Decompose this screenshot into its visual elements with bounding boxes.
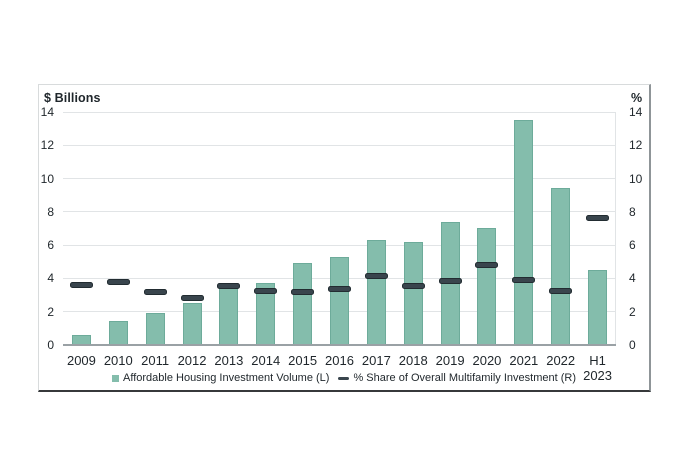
legend: Affordable Housing Investment Volume (L)…: [39, 372, 649, 385]
dash-marker-2019: [438, 277, 462, 284]
x-tick-2021: 2021: [509, 353, 539, 368]
right-tick-4: 4: [629, 271, 636, 286]
left-tick-6: 6: [47, 238, 54, 253]
bar-2010: [108, 320, 128, 345]
legend-item-share: % Share of Overall Multifamily Investmen…: [338, 372, 576, 385]
dash-marker-2012: [180, 294, 204, 301]
bar-2011: [145, 313, 165, 345]
right-tick-8: 8: [629, 204, 636, 219]
bar-2017: [366, 240, 386, 345]
right-axis-title: %: [631, 91, 643, 105]
dash-marker-2021: [512, 277, 536, 284]
legend-item-volume: Affordable Housing Investment Volume (L): [112, 372, 329, 385]
left-tick-4: 4: [47, 271, 54, 286]
x-tick-2019: 2019: [435, 353, 465, 368]
bar-2022: [551, 187, 571, 345]
dash-marker-H1-2023: [586, 214, 610, 221]
bar-2009: [71, 335, 91, 345]
x-tick-2018: 2018: [398, 353, 428, 368]
gridline-14: [63, 111, 616, 113]
left-tick-14: 14: [40, 105, 54, 119]
plot-area: 0 2 4 6 8 10 12 14 0 2 4 6 8 10 12 14 2009 2010 2011 2012 20…: [41, 105, 643, 382]
left-axis-title: $ Billions: [44, 91, 101, 105]
x-tick-2012: 2012: [177, 353, 207, 368]
left-tick-2: 2: [47, 304, 54, 319]
x-tick-2010: 2010: [103, 353, 133, 368]
legend-label-volume: Affordable Housing Investment Volume (L): [123, 372, 330, 384]
left-tick-0: 0: [47, 338, 54, 352]
left-tick-8: 8: [47, 204, 54, 219]
bar-2018: [403, 241, 423, 345]
bar-2012: [182, 302, 202, 345]
right-tick-2: 2: [629, 304, 636, 319]
x-tick-2015: 2015: [288, 353, 318, 368]
x-tick-2017: 2017: [361, 353, 391, 368]
gridline-6: [63, 244, 616, 246]
bar-swatch-icon: [112, 375, 119, 382]
x-tick-2016: 2016: [325, 353, 354, 368]
x-tick-H1-2023: H1 2023: [583, 353, 613, 383]
chart-card: $ Billions % 0 2 4 6 8 10 12 14 0 2 4 6 8 10 12 14 2009 2…: [38, 84, 651, 392]
x-tick-2022: 2022: [546, 353, 576, 368]
dash-marker-2020: [475, 262, 499, 269]
x-tick-2014: 2014: [251, 353, 281, 368]
right-tick-10: 10: [629, 171, 643, 186]
dash-marker-2011: [143, 288, 167, 295]
x-tick-2020: 2020: [472, 353, 502, 368]
dash-marker-2022: [549, 287, 573, 294]
bar-H1-2023: [588, 270, 608, 345]
dash-marker-2014: [254, 287, 278, 294]
gridline-8: [63, 211, 616, 213]
dash-marker-2013: [217, 282, 241, 289]
bar-2021: [514, 120, 534, 345]
dash-marker-2018: [401, 282, 425, 289]
x-tick-2011: 2011: [141, 353, 170, 368]
bar-2016: [330, 256, 349, 345]
left-tick-10: 10: [40, 171, 54, 186]
dash-marker-2010: [106, 278, 130, 285]
dash-marker-2015: [291, 288, 315, 295]
x-axis-baseline: [63, 344, 616, 346]
dash-marker-2017: [364, 272, 388, 279]
gridline-12: [63, 144, 616, 146]
bar-2020: [477, 227, 497, 345]
right-tick-6: 6: [629, 238, 636, 253]
right-tick-0: 0: [629, 338, 636, 352]
x-tick-2009: 2009: [66, 353, 96, 368]
plot-right-border: [615, 112, 616, 345]
right-tick-14: 14: [629, 105, 643, 119]
legend-label-share: % Share of Overall Multifamily Investmen…: [353, 372, 576, 384]
dash-marker-2016: [328, 286, 351, 293]
right-tick-12: 12: [629, 138, 643, 153]
x-tick-2013: 2013: [214, 353, 244, 368]
bar-2014: [256, 283, 276, 345]
gridline-10: [63, 178, 616, 180]
bar-2015: [293, 263, 313, 345]
bar-2013: [219, 288, 239, 345]
left-tick-12: 12: [40, 138, 54, 153]
dash-swatch-icon: [338, 376, 350, 381]
dash-marker-2009: [69, 282, 93, 289]
